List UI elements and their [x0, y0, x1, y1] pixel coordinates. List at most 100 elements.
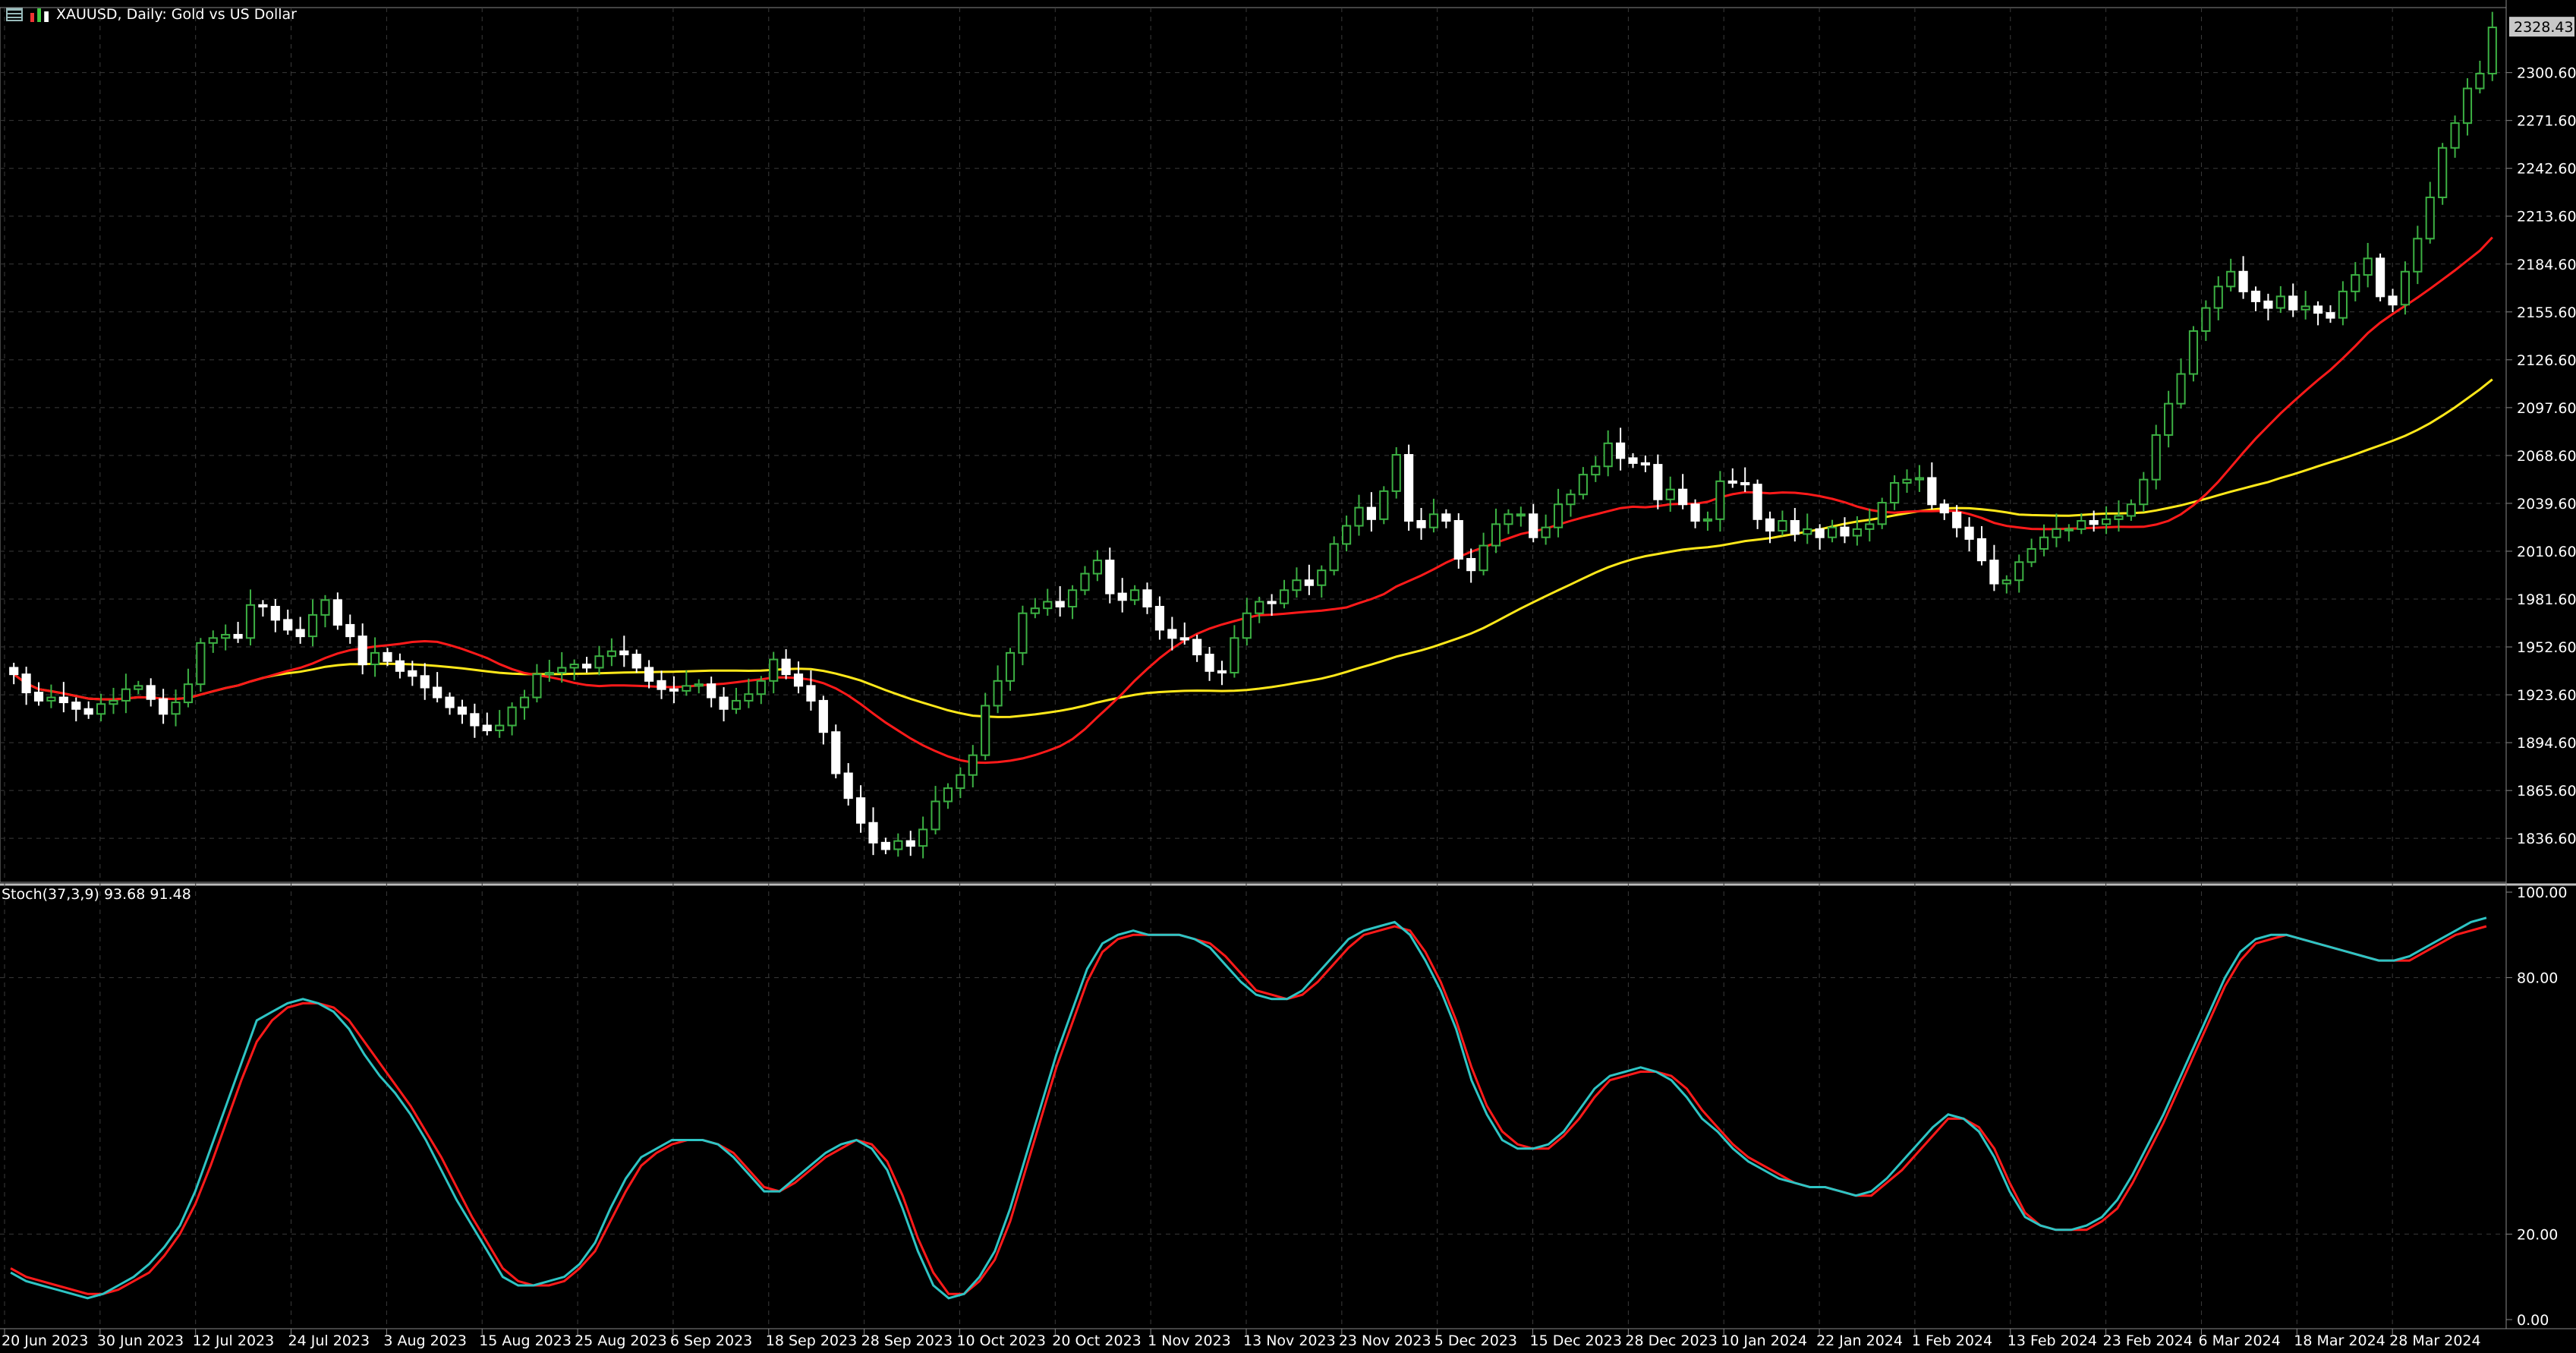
candle — [2001, 579, 2011, 585]
candle — [1030, 607, 1040, 614]
candle — [2213, 285, 2223, 309]
candle — [1404, 454, 1414, 522]
chart-header: XAUUSD, Daily: Gold vs US Dollar — [6, 3, 297, 26]
y-tick-label: 2039.60 — [2517, 496, 2576, 512]
candle — [2300, 305, 2310, 311]
candle — [793, 673, 804, 687]
menu-icon[interactable] — [6, 8, 23, 21]
candle — [1902, 478, 1912, 484]
candle — [1815, 528, 1825, 538]
candle — [1117, 592, 1127, 601]
candle — [1267, 601, 1277, 604]
candle — [843, 772, 853, 800]
x-tick-label: 24 Jul 2023 — [288, 1332, 370, 1349]
candle — [2338, 290, 2348, 319]
candle — [2450, 122, 2460, 149]
candle — [1852, 528, 1862, 537]
candle — [1192, 639, 1202, 656]
candle — [2089, 519, 2099, 525]
candle — [1616, 442, 1626, 459]
candle — [1865, 523, 1875, 530]
x-tick-label: 10 Jan 2024 — [1721, 1332, 1807, 1349]
candle — [2475, 72, 2485, 90]
candle — [1927, 477, 1937, 506]
candle — [1491, 523, 1501, 547]
candle — [2101, 518, 2112, 525]
candle — [2026, 547, 2036, 563]
candle — [1939, 503, 1949, 514]
candle — [1428, 513, 1439, 528]
candle — [2114, 515, 2124, 520]
candle — [2164, 402, 2174, 436]
symbol: XAUUSD — [56, 6, 118, 23]
y-tick-label: 2097.60 — [2517, 400, 2576, 417]
candle — [470, 713, 480, 727]
candles — [9, 11, 2497, 859]
candle — [408, 670, 417, 677]
candle — [1130, 589, 1140, 601]
y-tick-label: 2213.60 — [2517, 209, 2576, 226]
candle — [682, 685, 691, 692]
candle — [283, 619, 293, 631]
candle — [2413, 238, 2423, 273]
candle — [96, 703, 106, 715]
candle — [2275, 295, 2285, 309]
candle — [1952, 512, 1962, 528]
candle — [1441, 513, 1451, 522]
candle — [1279, 589, 1290, 604]
candle — [1678, 488, 1688, 506]
stoch-signal-line — [10, 925, 2487, 1295]
candle — [657, 680, 666, 690]
candle — [2176, 373, 2186, 405]
candle — [855, 797, 866, 824]
candle — [2263, 300, 2273, 309]
timeframe: Daily: — [126, 6, 167, 23]
candle — [1740, 481, 1750, 486]
y-tick-label: 2010.60 — [2517, 544, 2576, 560]
candle — [1529, 513, 1538, 538]
candle — [931, 800, 940, 831]
candle — [258, 604, 268, 608]
x-tick-label: 25 Aug 2023 — [575, 1332, 667, 1349]
candle — [1067, 589, 1078, 608]
candle — [134, 685, 143, 690]
candle — [370, 651, 380, 666]
candle — [880, 841, 890, 850]
ma-fast-line — [13, 236, 2493, 765]
candle — [196, 642, 206, 686]
candle — [2139, 478, 2149, 506]
candle — [332, 599, 342, 626]
candle — [943, 787, 953, 803]
candle — [2326, 312, 2335, 319]
candle — [981, 705, 990, 756]
candle — [532, 673, 542, 699]
candle — [146, 685, 156, 700]
candle — [345, 623, 355, 638]
candle — [1790, 519, 1800, 535]
candle — [2462, 87, 2473, 125]
candle — [2288, 295, 2298, 311]
symbol-description: Gold vs US Dollar — [171, 6, 297, 23]
candle — [307, 613, 318, 638]
candle — [544, 671, 554, 676]
candle — [457, 706, 468, 715]
candle — [1504, 513, 1513, 525]
candle — [1105, 560, 1115, 594]
candle — [2313, 305, 2323, 314]
candle — [270, 606, 280, 621]
symbol-label: XAUUSD, Daily: Gold vs US Dollar — [56, 6, 297, 23]
candle — [1516, 513, 1526, 517]
candle — [1890, 481, 1900, 504]
candle — [2363, 257, 2373, 276]
candle — [1603, 442, 1613, 468]
stoch-y-tick-label: 0.00 — [2517, 1312, 2549, 1329]
candle — [731, 699, 742, 710]
candle — [2376, 257, 2385, 298]
candle — [1964, 526, 1974, 540]
candle — [2400, 270, 2411, 306]
candle — [1304, 579, 1314, 586]
x-tick-label: 10 Oct 2023 — [956, 1332, 1045, 1349]
moving-average-slow — [13, 378, 2493, 718]
